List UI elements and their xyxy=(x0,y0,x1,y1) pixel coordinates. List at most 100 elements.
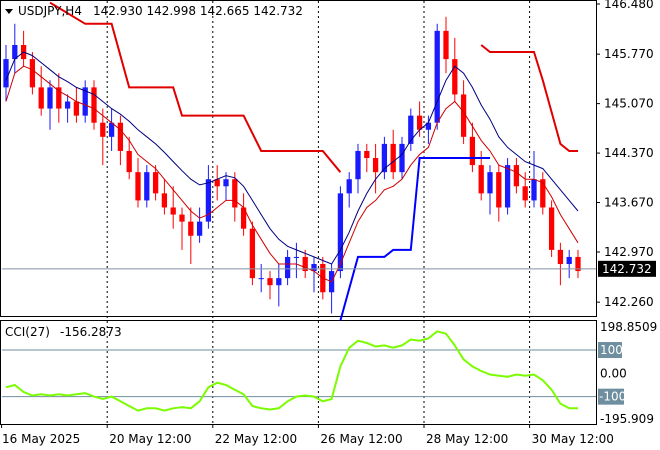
cci-level-tag xyxy=(598,388,624,405)
candle-body-bull xyxy=(399,143,405,173)
time-tick-label: 20 May 12:00 xyxy=(109,432,191,446)
candle-body-bear xyxy=(575,256,581,272)
ohlc-values: 142.930 142.998 142.665 142.732 xyxy=(93,4,303,18)
candle-body-bear xyxy=(100,122,106,137)
candle-body-bull xyxy=(47,87,53,109)
time-tick-label: 30 May 12:00 xyxy=(532,432,614,446)
candle-body-bull xyxy=(12,44,18,60)
candle-body-bull xyxy=(337,193,344,272)
time-tick-label: 22 May 12:00 xyxy=(215,432,297,446)
candle-body-bear xyxy=(460,94,467,137)
candle-body-bull xyxy=(487,172,493,194)
ma-slow-line xyxy=(5,51,579,265)
candle-body-bear xyxy=(452,59,458,95)
candle-body-bear xyxy=(469,136,476,166)
cci-scale-bottom: -195.909 xyxy=(600,412,654,426)
time-tick-label: 28 May 12:00 xyxy=(426,432,508,446)
cci-name: CCI(27) xyxy=(5,325,50,339)
cci-line xyxy=(5,330,578,412)
candle-body-bear xyxy=(126,150,132,173)
candle-body-bear xyxy=(522,186,528,201)
cci-level-label: 100 xyxy=(600,343,623,357)
candle-body-bear xyxy=(302,256,308,272)
candle-body-bull xyxy=(293,256,300,258)
candle-body-bull xyxy=(258,278,264,280)
cci-value: -156.2873 xyxy=(60,325,122,339)
candle-body-bull xyxy=(196,221,203,236)
candle-body-bear xyxy=(179,214,185,222)
candle-body-bull xyxy=(205,179,212,222)
candle-body-bear xyxy=(117,122,124,151)
candle-body-bull xyxy=(276,278,282,286)
candle-body-bear xyxy=(496,172,502,208)
candle-body-bear xyxy=(390,143,396,173)
price-tick-label: 146.480 xyxy=(604,0,654,11)
candle-body-bear xyxy=(416,115,423,130)
cci-level-tag xyxy=(598,342,622,359)
candle-body-bear xyxy=(188,221,194,236)
candle-body-bull xyxy=(144,172,150,201)
candle-body-bear xyxy=(364,150,370,159)
candle-body-bull xyxy=(64,101,71,109)
candle-body-bear xyxy=(557,249,564,265)
time-tick-label: 26 May 12:00 xyxy=(320,432,402,446)
candle-body-bear xyxy=(170,207,176,215)
price-tick-label: 145.770 xyxy=(604,47,654,61)
candle-body-bull xyxy=(381,143,388,173)
cci-level-label: -100 xyxy=(599,390,626,404)
symbol-label[interactable]: USDJPY,H4 xyxy=(18,4,82,18)
indicator-lines xyxy=(2,1,596,321)
candle-body-bull xyxy=(434,30,440,123)
time-tick-label: 16 May 2025 xyxy=(2,432,80,446)
candle-body-bear xyxy=(478,165,484,194)
trail-stop-down xyxy=(480,44,578,152)
candle-body-bull xyxy=(355,150,361,180)
ma-fast-line xyxy=(5,65,579,283)
price-tick-label: 143.670 xyxy=(604,196,654,210)
candle-body-bull xyxy=(425,122,432,130)
trail-stop-down xyxy=(49,1,342,173)
candle-body-bear xyxy=(135,172,141,201)
candle-body-bear xyxy=(249,228,256,279)
symbol-dropdown-icon[interactable] xyxy=(5,9,13,14)
candle-body-bull xyxy=(408,115,414,144)
candlestick-series xyxy=(3,16,581,314)
candle-body-bull xyxy=(346,179,352,194)
candle-body-bear xyxy=(443,30,449,60)
candle-body-bear xyxy=(540,179,546,208)
candle-body-bear xyxy=(232,179,238,208)
candle-body-bear xyxy=(73,101,80,116)
candle-body-bull xyxy=(82,87,88,116)
candle-body-bear xyxy=(91,87,97,123)
candle-body-bear xyxy=(372,158,379,173)
candle-body-bear xyxy=(548,207,555,250)
candle-body-bear xyxy=(214,179,220,187)
candle-body-bull xyxy=(311,264,317,272)
candle-body-bear xyxy=(152,172,159,194)
candle-body-bear xyxy=(38,87,44,109)
price-tick-label: 145.070 xyxy=(604,97,654,111)
vertical-gridlines xyxy=(106,1,531,424)
cci-series xyxy=(2,330,596,412)
candle-body-bear xyxy=(240,207,247,229)
candle-body-bull xyxy=(223,179,229,187)
candle-body-bull xyxy=(3,59,9,88)
candle-body-bull xyxy=(504,165,511,208)
candle-body-bear xyxy=(56,87,62,109)
candle-body-bear xyxy=(29,59,36,88)
price-tick-label: 144.370 xyxy=(604,146,654,160)
candle-body-bear xyxy=(161,193,168,208)
candle-body-bull xyxy=(531,179,537,201)
price-tick-label: 142.970 xyxy=(604,245,654,259)
cci-level-label: 0.00 xyxy=(600,366,627,380)
candle-body-bull xyxy=(108,122,115,137)
trail-stop-up xyxy=(339,157,490,321)
cci-panel-frame xyxy=(0,320,597,425)
candle-body-bear xyxy=(267,278,273,286)
current-price-label: 142.732 xyxy=(602,262,652,276)
cci-scale-top: 198.8509 xyxy=(600,320,657,334)
current-price-tag xyxy=(598,260,656,277)
candle-body-bull xyxy=(566,256,572,265)
